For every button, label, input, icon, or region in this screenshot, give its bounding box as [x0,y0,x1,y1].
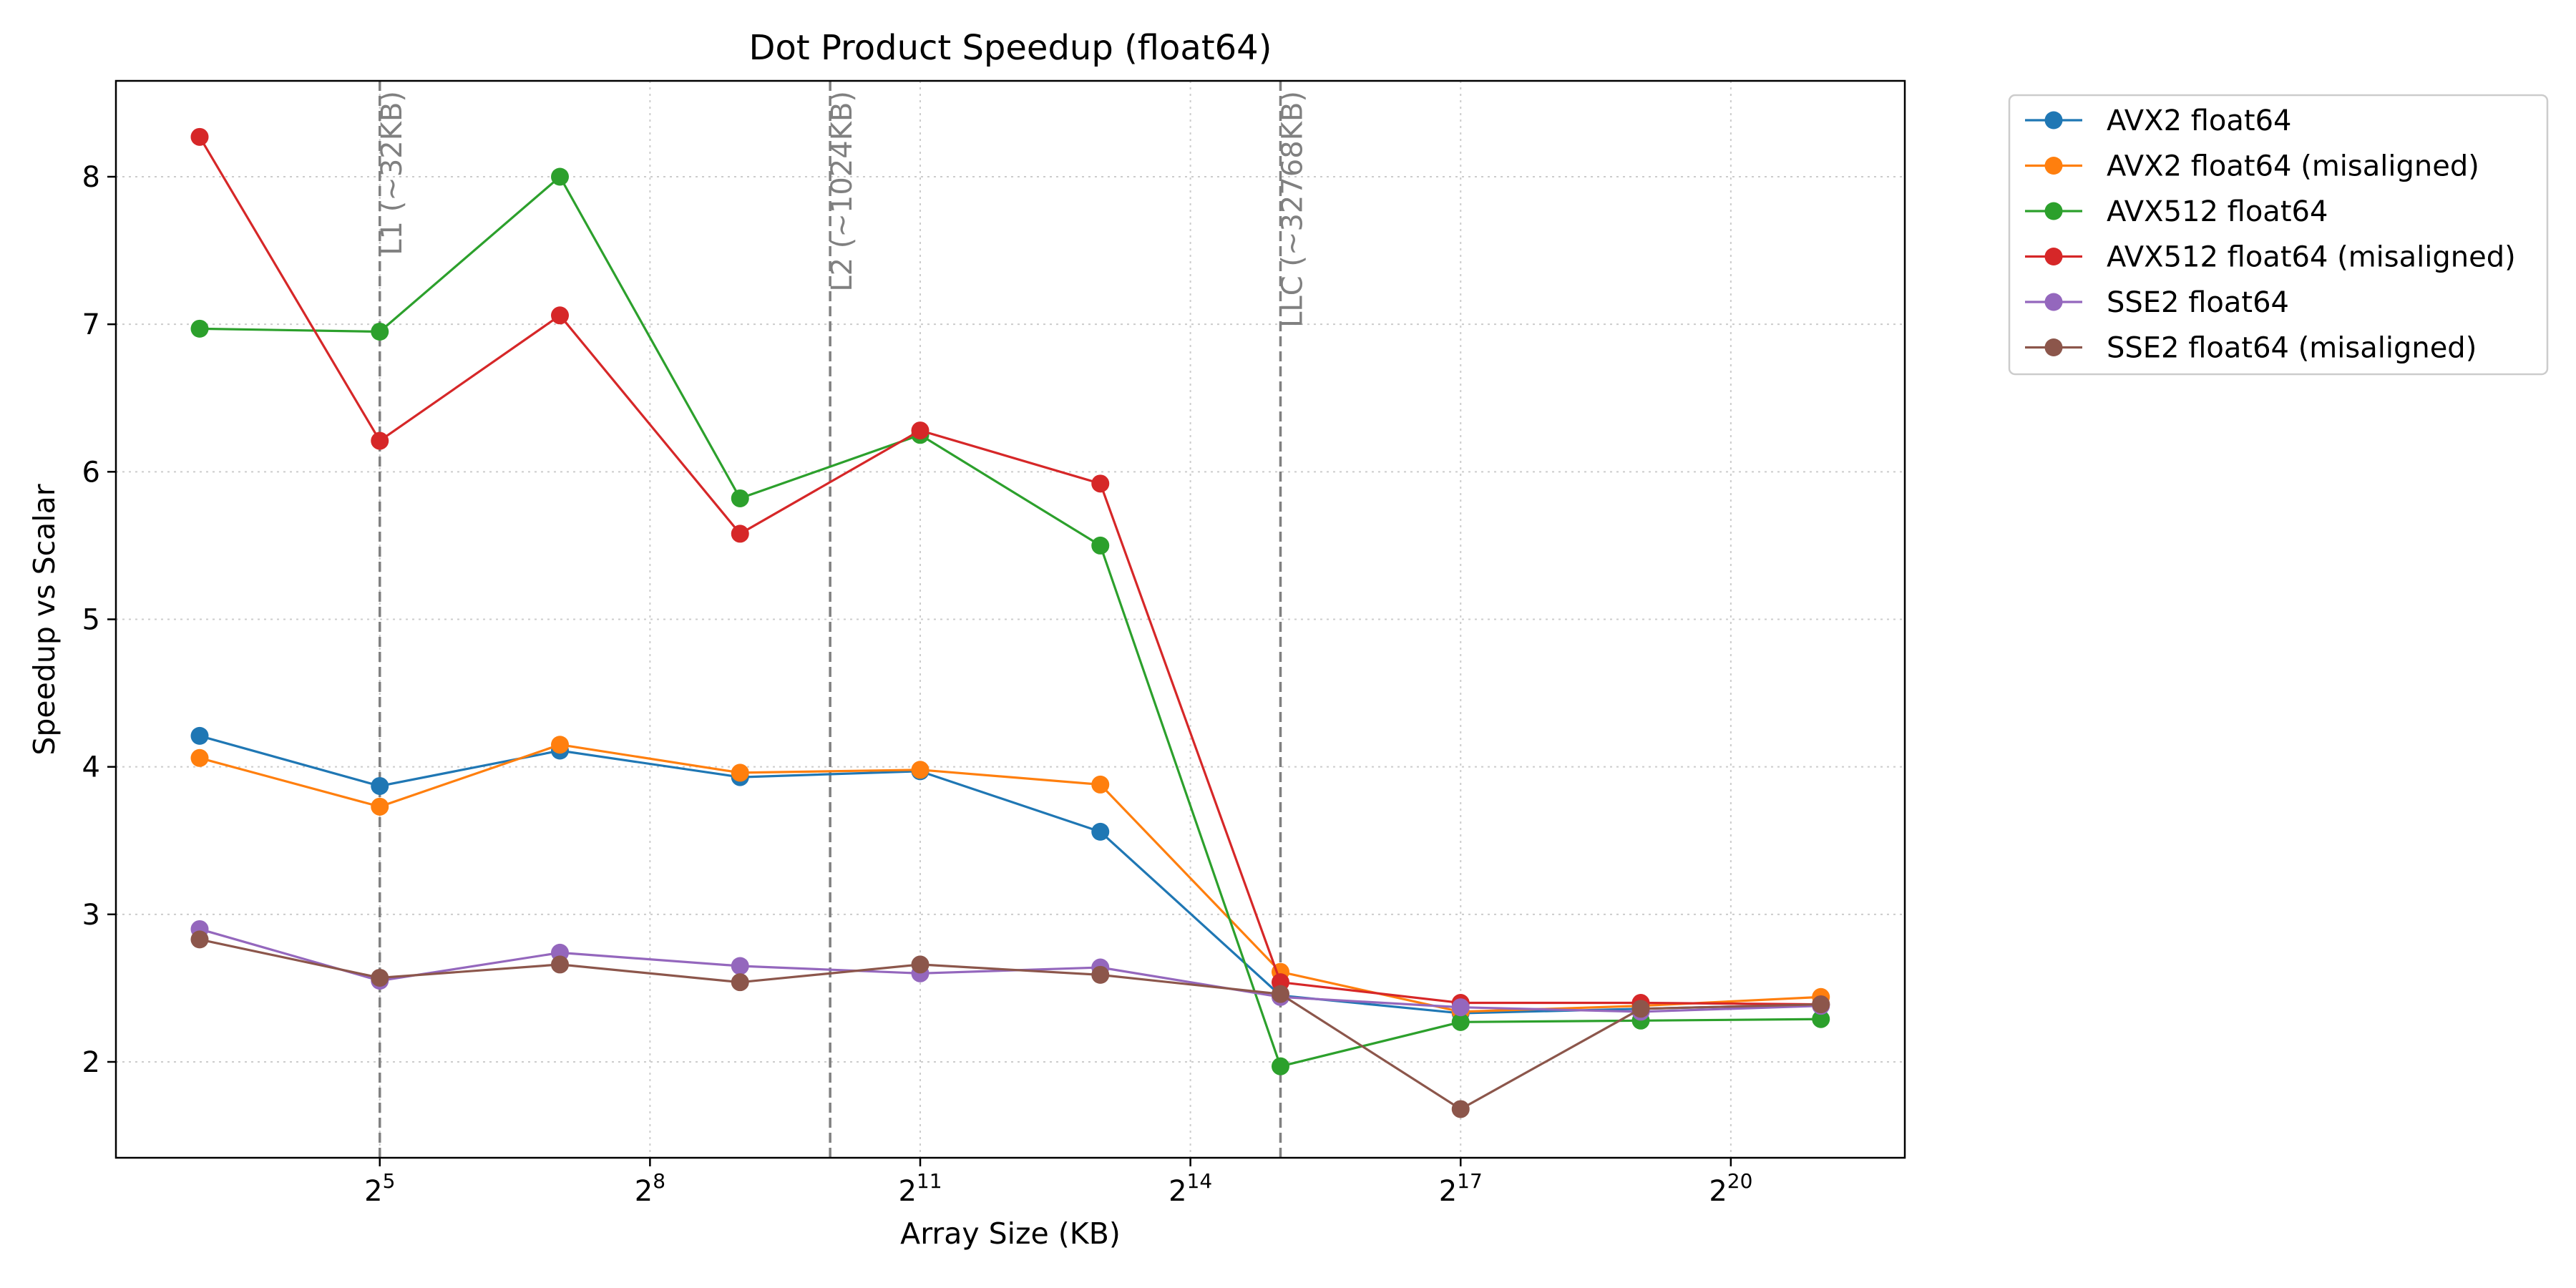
data-point [1812,995,1830,1014]
data-point [1451,1013,1470,1031]
data-point [190,748,209,767]
data-point [1091,474,1110,493]
y-tick-label: 2 [82,1046,100,1079]
legend-label: SSE2 float64 [2107,286,2289,319]
data-point [551,167,570,186]
data-point [731,763,749,782]
data-point [371,322,389,341]
data-point [371,968,389,987]
legend-label: AVX512 float64 (misaligned) [2107,241,2516,274]
data-point [1091,775,1110,794]
series-group [190,930,1830,1118]
plot-area: L1 (~32KB) L2 (~1024KB) LLC (~32768KB) 25 2… [82,79,1906,1208]
y-tick-label: 7 [82,308,100,341]
data-point [190,127,209,146]
series-line [199,175,1821,1068]
legend-marker [2044,338,2063,356]
data-point [190,319,209,338]
data-point [731,489,749,507]
data-point [551,955,570,974]
legend-marker [2044,157,2063,175]
legend-label: AVX2 float64 [2107,104,2292,137]
x-tick-label: 217 [1439,1169,1483,1208]
data-point [371,776,389,795]
legend-label: SSE2 float64 (misaligned) [2107,332,2477,365]
data-point [911,761,930,779]
x-tick-label: 28 [635,1169,665,1208]
data-point [551,736,570,754]
data-point [731,525,749,543]
data-point [551,306,570,325]
legend-label: AVX2 float64 (misaligned) [2107,150,2479,183]
y-tick-label: 8 [82,161,100,194]
x-axis-ticks: 25 28 211 214 217 220 [364,1158,1752,1208]
y-tick-label: 5 [82,604,100,637]
legend-entry: AVX512 float64 [2025,195,2328,228]
legend-marker [2044,111,2063,130]
cache-boundary-label: LLC (~32768KB) [1276,91,1309,328]
data-point [1812,1010,1830,1028]
legend-marker [2044,248,2063,265]
legend-entry: AVX512 float64 (misaligned) [2025,241,2516,274]
legend-frame [2008,94,2549,376]
series-line [199,734,1821,1015]
data-point [371,431,389,450]
data-point [1451,1100,1470,1118]
y-axis-label: Speedup vs Scalar [27,484,62,755]
y-tick-label: 6 [82,456,100,489]
cache-boundary-label: L1 (~32KB) [376,91,409,255]
legend-marker [2044,293,2063,311]
data-point [1091,536,1110,555]
legend-entry: SSE2 float64 [2025,286,2289,319]
data-point [731,973,749,992]
data-point [731,957,749,975]
legend-entry: AVX2 float64 (misaligned) [2025,150,2479,183]
legend-entry: AVX2 float64 [2025,104,2292,137]
cache-boundary-label: L2 (~1024KB) [826,91,859,292]
data-point [911,421,930,440]
data-point [1091,822,1110,841]
data-point [1091,965,1110,984]
legend-label: AVX512 float64 [2107,195,2328,228]
x-tick-label: 220 [1709,1169,1752,1208]
data-point [190,726,209,745]
data-point [1451,998,1470,1017]
series-line [198,136,1821,1006]
x-tick-label: 25 [364,1169,395,1208]
x-tick-label: 214 [1169,1169,1212,1208]
grid-lines [116,81,1905,1158]
chart-title: Dot Product Speedup (float64) [749,28,1272,68]
y-tick-label: 4 [82,751,100,784]
data-point [190,930,209,949]
legend: AVX2 float64 AVX2 float64 (misaligned) AVX… [2008,94,2549,376]
data-point [911,955,930,974]
y-axis-ticks: 2 3 4 5 6 7 8 [82,161,116,1079]
x-axis-label: Array Size (KB) [900,1216,1121,1251]
y-tick-label: 3 [82,899,100,932]
legend-entry: SSE2 float64 (misaligned) [2025,332,2477,365]
data-point [1631,1000,1650,1018]
series-lines [190,127,1830,1118]
x-tick-label: 211 [898,1169,942,1208]
data-point [371,797,389,816]
series-line [199,938,1821,1111]
legend-marker [2044,202,2063,220]
legend-items: AVX2 float64 AVX2 float64 (misaligned) AVX… [2025,104,2516,365]
data-point [1271,985,1289,1003]
reference-lines: L1 (~32KB) L2 (~1024KB) LLC (~32768KB) [376,81,1309,1158]
data-point [1271,1057,1289,1075]
